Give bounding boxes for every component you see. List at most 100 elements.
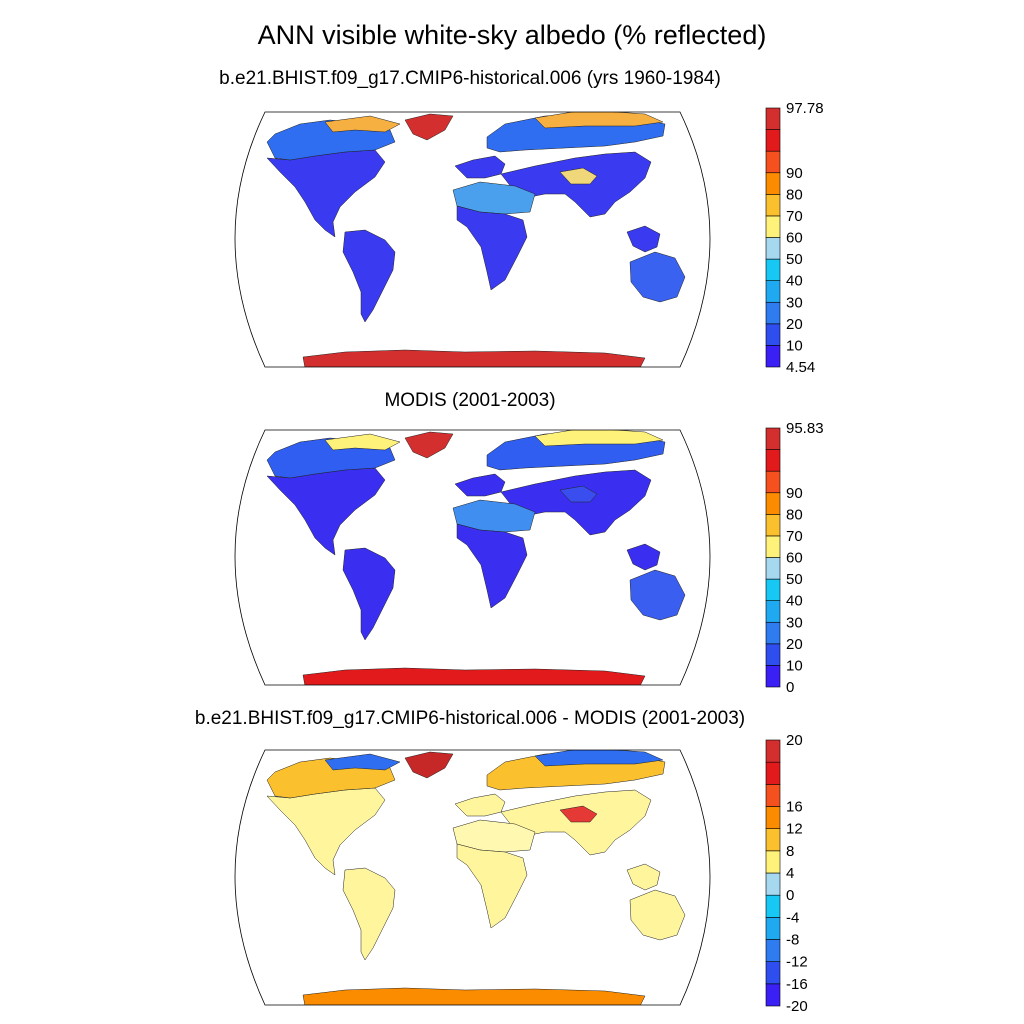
colorbar-swatch [765, 939, 781, 962]
panel-3-colorbar: -20 -16 -12 -8 -4 0 4 8 12 16 20 [765, 732, 808, 1014]
colorbar-label: 12 [786, 821, 803, 838]
region-greenland [404, 113, 454, 141]
colorbar-swatch [765, 280, 781, 303]
region-arctic [324, 750, 664, 771]
panel-2-colorbar: 0 10 20 30 40 50 60 70 80 90 95.83 [765, 420, 824, 695]
colorbar-label: 60 [786, 550, 803, 567]
colorbar-swatch [765, 514, 781, 537]
colorbar-swatch [765, 806, 781, 829]
colorbar-swatch [765, 739, 781, 763]
region-antarctica [302, 349, 646, 367]
region-arctic [324, 112, 664, 133]
region-land [266, 467, 661, 641]
figure-title: ANN visible white-sky albedo (% reflecte… [257, 20, 767, 50]
region-arctic [324, 430, 664, 451]
colorbar-label: 30 [786, 614, 803, 631]
region-antarctica [302, 987, 646, 1005]
colorbar-label: 20 [786, 316, 803, 333]
colorbar-label: 80 [786, 186, 803, 203]
colorbar-label: 10 [786, 337, 803, 354]
colorbar-swatch [765, 828, 781, 852]
colorbar-swatch [765, 215, 781, 238]
colorbar-swatch [765, 578, 781, 601]
colorbar-label: -8 [786, 932, 799, 949]
region-australia [629, 889, 686, 941]
colorbar-label: -20 [786, 998, 808, 1014]
colorbar-label: 10 [786, 657, 803, 674]
region-tibet [559, 805, 598, 823]
map-outline [234, 429, 711, 686]
colorbar-label: 80 [786, 506, 803, 523]
colorbar-swatch [765, 107, 781, 130]
colorbar-swatch [765, 492, 781, 515]
colorbar-label: 97.78 [786, 100, 824, 117]
colorbar-label: 20 [786, 732, 803, 749]
colorbar-label: 30 [786, 294, 803, 311]
colorbar-swatch [765, 961, 781, 985]
panel-1-title: b.e21.BHIST.f09_g17.CMIP6-historical.006… [219, 68, 721, 89]
colorbar-label: -16 [786, 976, 808, 993]
colorbar-swatch [765, 850, 781, 874]
colorbar-label: 50 [786, 571, 803, 588]
colorbar-swatch [765, 872, 781, 896]
panel-3-map [234, 749, 711, 1006]
colorbar-swatch [765, 449, 781, 472]
colorbar-label: 4 [786, 865, 794, 882]
panel-2-title: MODIS (2001-2003) [384, 390, 556, 411]
colorbar-label: 40 [786, 593, 803, 610]
region-antarctica [302, 667, 646, 685]
colorbar-swatch [765, 761, 781, 785]
region-australia [629, 251, 686, 303]
colorbar-label: 70 [786, 528, 803, 545]
region-greenland [404, 431, 454, 459]
colorbar-swatch [765, 129, 781, 152]
map-outline [234, 111, 711, 368]
colorbar-label: 0 [786, 887, 794, 904]
colorbar-swatch [765, 600, 781, 623]
colorbar-label: 70 [786, 208, 803, 225]
colorbar-swatch [765, 194, 781, 217]
colorbar-swatch [765, 784, 781, 807]
colorbar-label: 90 [786, 165, 803, 182]
colorbar-swatch [765, 150, 781, 174]
colorbar-swatch [765, 470, 781, 494]
colorbar-label: -4 [786, 909, 799, 926]
region-land [266, 149, 661, 323]
colorbar-label: 40 [786, 273, 803, 290]
region-land [266, 787, 661, 961]
region-greenland [404, 751, 454, 779]
colorbar-label: 16 [786, 799, 803, 816]
colorbar-swatch [765, 621, 781, 645]
colorbar-swatch [765, 237, 781, 260]
region-tibet [559, 485, 598, 503]
colorbar-label: 90 [786, 485, 803, 502]
colorbar-swatch [765, 427, 781, 450]
colorbar-swatch [765, 557, 781, 580]
colorbar-swatch [765, 172, 781, 195]
region-african [456, 843, 528, 929]
colorbar-swatch [765, 535, 781, 558]
region-african [456, 205, 528, 291]
panel-1-colorbar: 4.54 10 20 30 40 50 60 70 80 90 97.78 [765, 100, 824, 375]
colorbar-label: 95.83 [786, 420, 824, 437]
colorbar-label: 60 [786, 230, 803, 247]
region-african [456, 523, 528, 609]
colorbar-label: 20 [786, 636, 803, 653]
region-tibet [559, 167, 598, 185]
colorbar-swatch [765, 917, 781, 940]
colorbar-swatch [765, 323, 781, 346]
colorbar-swatch [765, 258, 781, 281]
colorbar-label: 4.54 [786, 359, 815, 375]
region-australia [629, 569, 686, 621]
colorbar-label: 50 [786, 251, 803, 268]
colorbar-swatch [765, 643, 781, 666]
panel-1-map [234, 111, 711, 368]
panel-2-map [234, 429, 711, 686]
panel-3-title: b.e21.BHIST.f09_g17.CMIP6-historical.006… [194, 708, 746, 729]
colorbar-label: 8 [786, 843, 794, 860]
colorbar-label: 0 [786, 679, 794, 695]
colorbar-swatch [765, 894, 781, 918]
map-outline [234, 749, 711, 1006]
colorbar-swatch [765, 983, 781, 1007]
colorbar-swatch [765, 301, 781, 325]
